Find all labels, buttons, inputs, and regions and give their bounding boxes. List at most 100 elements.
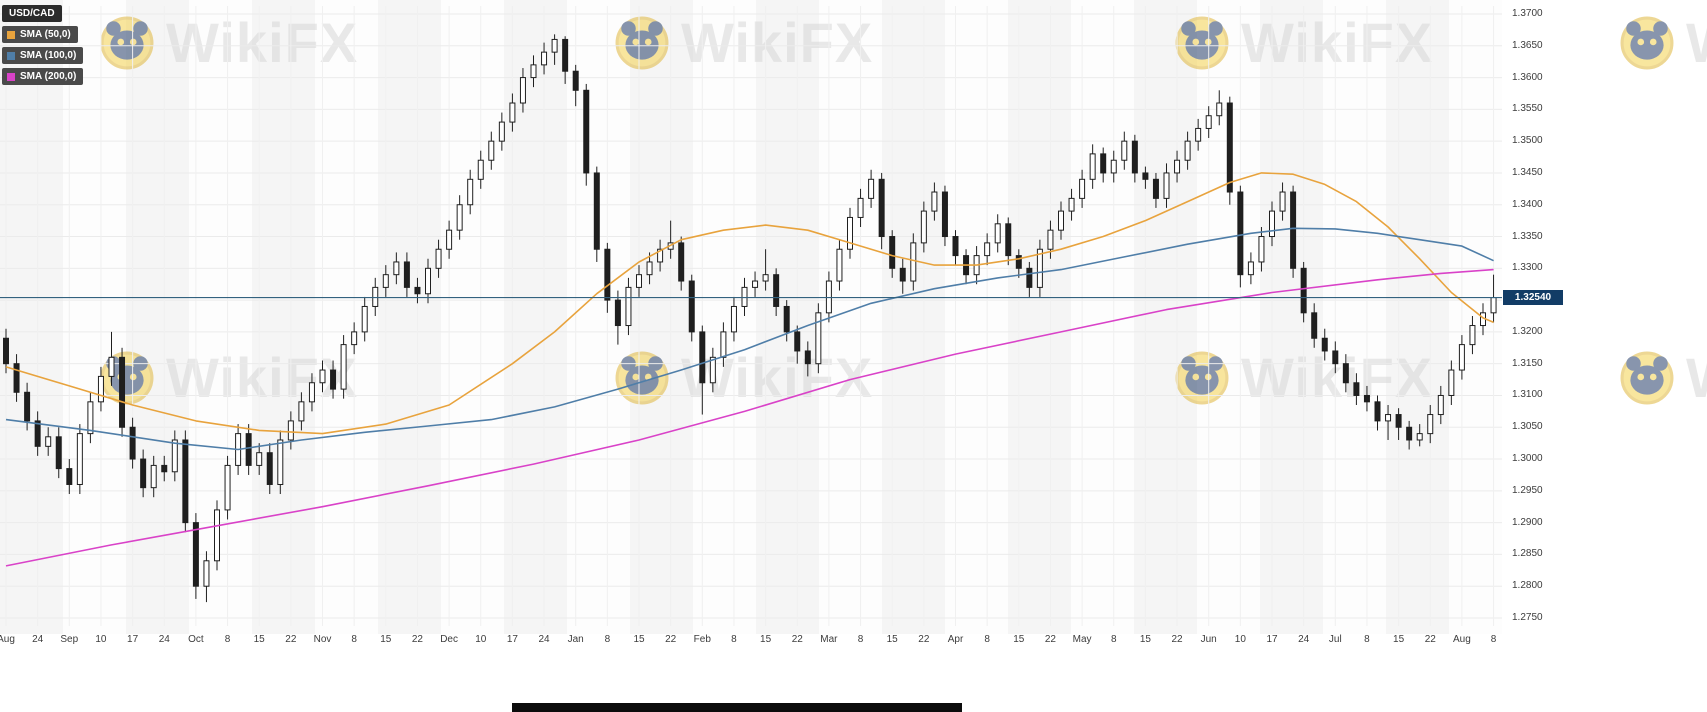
- time-tick-label: 8: [604, 634, 611, 645]
- candle: [709, 356, 716, 384]
- candle: [910, 242, 917, 282]
- candle: [1089, 153, 1096, 180]
- candle: [1416, 433, 1423, 441]
- candle: [593, 172, 600, 250]
- candle: [878, 178, 885, 238]
- candle: [1237, 191, 1244, 276]
- price-tick-label: 1.2850: [1512, 548, 1543, 560]
- candle: [604, 248, 611, 301]
- candle: [1469, 325, 1476, 346]
- time-tick-label: 17: [506, 634, 518, 645]
- candle: [899, 267, 906, 282]
- time-tick-label: 15: [1013, 634, 1025, 645]
- candle: [847, 216, 853, 250]
- price-tick-label: 1.2800: [1512, 580, 1543, 592]
- candle: [1184, 140, 1191, 161]
- candle: [119, 356, 126, 428]
- price-tick-label: 1.3300: [1512, 262, 1543, 274]
- candle: [446, 229, 453, 250]
- candle: [519, 77, 526, 104]
- candle: [1005, 223, 1012, 257]
- time-tick-label: 15: [1139, 634, 1151, 645]
- wikifx-watermark: WikiFX: [1620, 345, 1707, 410]
- plot-background: [0, 0, 1502, 634]
- sma-line: [5, 227, 1494, 451]
- candle: [1152, 178, 1159, 199]
- time-tick-label: 15: [380, 634, 392, 645]
- time-tick-label: Nov: [313, 634, 332, 645]
- candle: [1174, 159, 1181, 174]
- candle: [1279, 191, 1286, 212]
- legend-item-sma50[interactable]: SMA (50,0): [2, 26, 78, 43]
- candle: [1163, 172, 1170, 199]
- candle: [1015, 255, 1022, 269]
- candle: [1026, 267, 1033, 288]
- candle: [1353, 382, 1360, 396]
- price-tick-label: 1.3150: [1512, 357, 1543, 369]
- candle: [1079, 178, 1086, 199]
- sma50-color-chip: [7, 30, 15, 39]
- price-tick-label: 1.3350: [1512, 230, 1543, 242]
- candle: [1448, 369, 1455, 396]
- candle: [140, 458, 147, 489]
- time-tick-label: 8: [224, 634, 231, 645]
- candle: [340, 344, 347, 390]
- candle: [1427, 414, 1434, 435]
- legend-item-symbol[interactable]: USD/CAD: [2, 5, 62, 22]
- time-tick-label: 15: [760, 634, 772, 645]
- candle: [1269, 210, 1275, 238]
- time-tick-label: Mar: [820, 634, 838, 645]
- price-chart-canvas[interactable]: [0, 0, 1510, 652]
- wikifx-panda-icon: [1620, 16, 1674, 69]
- sma-line: [5, 268, 1494, 567]
- candle: [382, 274, 389, 288]
- candle: [1490, 297, 1497, 314]
- legend-item-sma100[interactable]: SMA (100,0): [2, 47, 84, 64]
- symbol-label: USD/CAD: [9, 8, 55, 19]
- candle: [266, 452, 273, 485]
- candle: [994, 223, 1001, 244]
- candle: [1216, 102, 1223, 117]
- candle: [224, 464, 231, 511]
- time-tick-label: 10: [1234, 634, 1246, 645]
- candle: [3, 337, 9, 365]
- candle: [256, 452, 263, 466]
- candle: [1058, 210, 1064, 231]
- candle: [952, 236, 959, 257]
- candle: [55, 436, 62, 470]
- sma100-color-chip: [7, 51, 15, 60]
- time-tick-label: 15: [886, 634, 898, 645]
- candle: [66, 468, 73, 485]
- time-tick-label: 8: [1364, 634, 1370, 645]
- time-tick-label: May: [1072, 634, 1092, 645]
- legend-item-sma200[interactable]: SMA (200,0): [2, 68, 84, 85]
- candle: [931, 191, 938, 212]
- candle: [984, 242, 991, 257]
- time-tick-label: Sep: [60, 634, 79, 645]
- time-tick-label: Jun: [1200, 634, 1217, 645]
- price-tick-label: 1.3500: [1512, 135, 1543, 147]
- time-tick-label: 8: [984, 634, 990, 645]
- candle: [1332, 350, 1339, 365]
- price-tick-label: 1.3450: [1512, 166, 1543, 178]
- candle: [1395, 414, 1402, 428]
- candle: [1100, 153, 1107, 174]
- candle: [625, 286, 632, 327]
- sma200-label: SMA (200,0): [20, 71, 77, 82]
- candle: [34, 420, 41, 447]
- candle: [298, 401, 305, 422]
- time-axis: Aug 24 Sep 10 17 24 Oct 8 15 22 Nov 8 15 22 Dec 10 17 24 J…: [0, 634, 1560, 650]
- candle: [572, 70, 579, 91]
- candle: [1300, 267, 1307, 314]
- time-tick-label: 22: [918, 634, 930, 645]
- last-price-badge: 1.32540: [1503, 289, 1563, 305]
- time-tick-label: 24: [158, 634, 170, 645]
- candle: [562, 38, 569, 72]
- time-tick-label: 15: [633, 634, 645, 645]
- candle: [1226, 102, 1233, 193]
- time-tick-label: Oct: [188, 634, 204, 645]
- candle: [636, 274, 642, 288]
- time-tick-label: 10: [475, 634, 487, 645]
- bottom-strip: [512, 703, 962, 712]
- time-tick-label: Aug: [0, 634, 15, 645]
